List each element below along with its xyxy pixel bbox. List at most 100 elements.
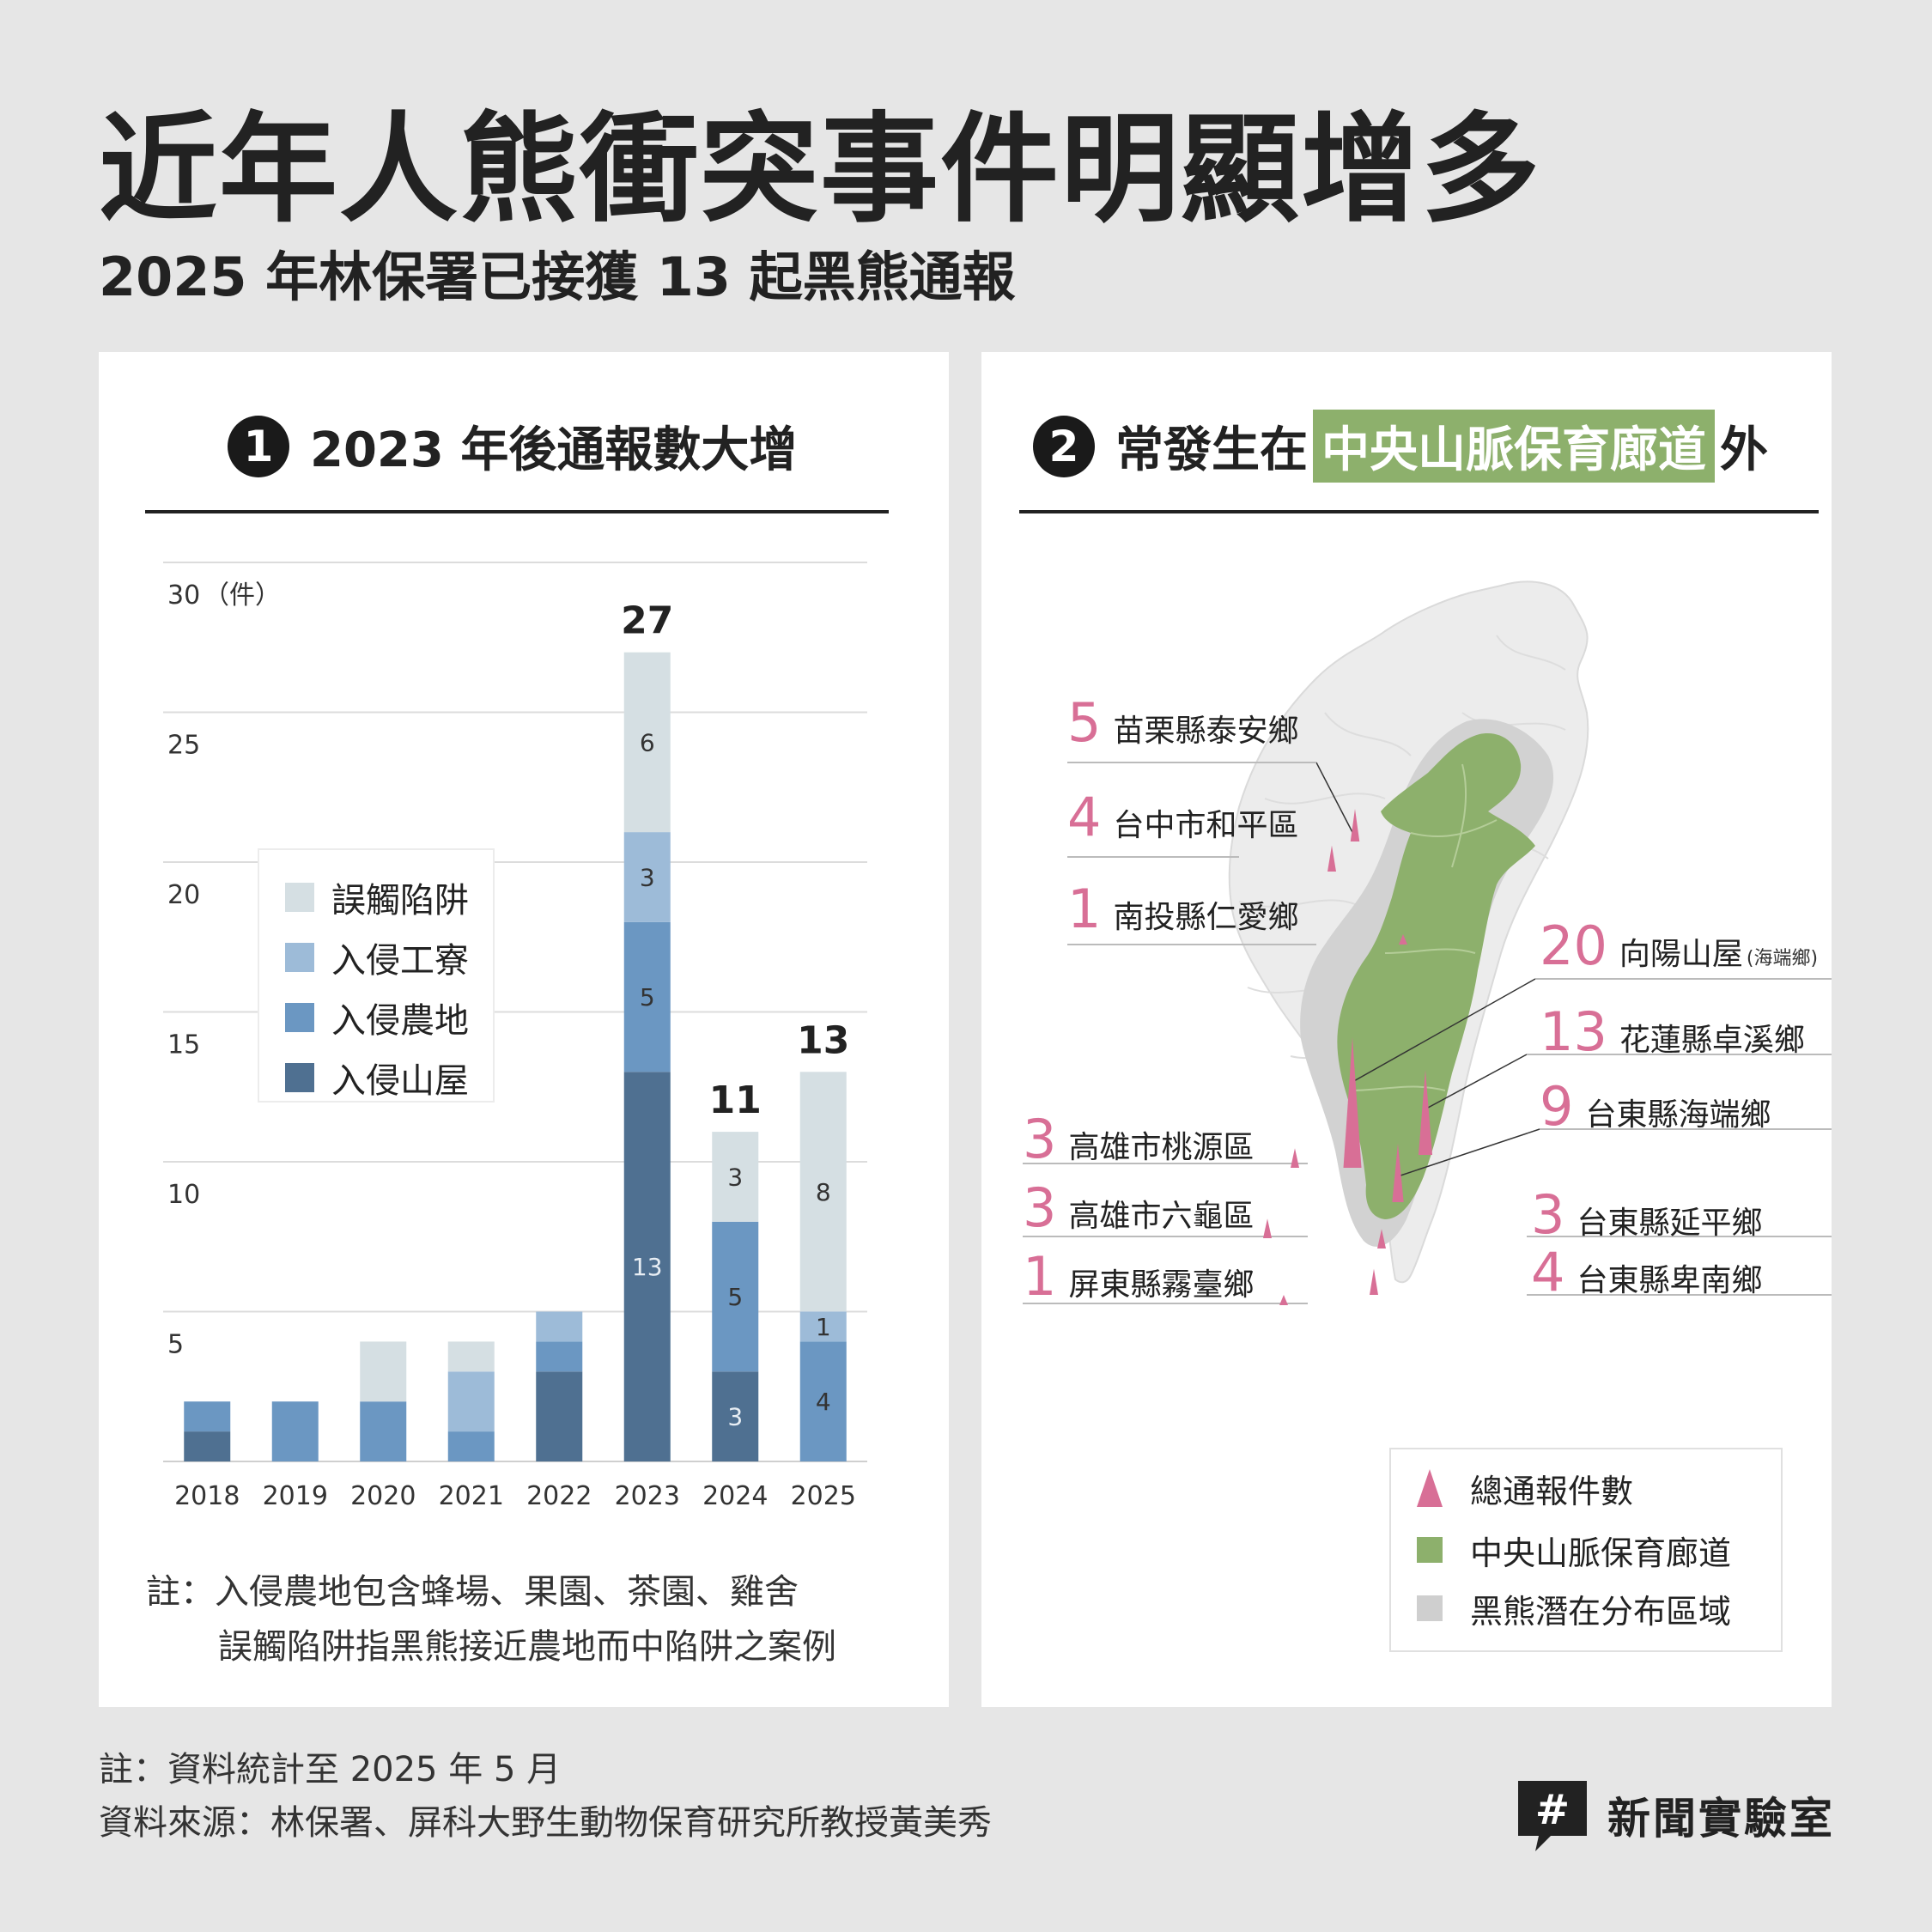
map-heading-prefix: 常發生在 — [1115, 422, 1308, 478]
map-legend-item-reports: 總通報件數 — [1417, 1467, 1633, 1510]
x-tick-label: 2018 — [174, 1481, 240, 1511]
site-name: 高雄市六龜區 — [1068, 1199, 1255, 1234]
map-legend-label: 中央山脈保育廊道 — [1470, 1534, 1732, 1572]
report-cone-marker — [1350, 809, 1360, 841]
report-cone-marker — [1418, 1070, 1433, 1155]
brand-name: 新聞實驗室 — [1607, 1794, 1835, 1844]
bar-segment — [184, 1401, 231, 1432]
bar-segment — [447, 1431, 495, 1461]
bar-segment — [623, 921, 671, 1072]
bar-value-label: 3 — [727, 1403, 743, 1431]
site-report-count: 4 — [1067, 786, 1102, 848]
chart-note-prefix: 註： — [146, 1572, 215, 1612]
brand-logo-text: # — [1535, 1786, 1570, 1834]
bar-value-label: 3 — [727, 1163, 743, 1191]
site-label: 3 高雄市六龜區 — [1023, 1176, 1254, 1239]
bar-segment — [536, 1341, 583, 1372]
site-label: 1 屏東縣霧臺鄉 — [1023, 1245, 1254, 1308]
bar-segment — [799, 1072, 847, 1312]
bar-segment — [184, 1431, 231, 1461]
leader-line — [1315, 762, 1356, 838]
heading-rule — [145, 510, 889, 513]
chart-panel-heading-text: 2023 年後通報數大增 — [310, 422, 798, 478]
brand-logo-icon: # — [1518, 1781, 1587, 1851]
site-label: 4 台東縣卑南鄉 — [1531, 1241, 1762, 1303]
map-legend-item-corridor: 中央山脈保育廊道 — [1417, 1528, 1732, 1572]
taiwan-map — [1023, 580, 1832, 1305]
site-name: 台中市和平區 — [1113, 808, 1299, 843]
bar-value-label: 5 — [640, 983, 655, 1012]
legend-swatch — [285, 1063, 314, 1092]
bar-segment — [623, 652, 671, 833]
x-tick-label: 2019 — [263, 1481, 328, 1511]
y-tick-label: 5 — [167, 1330, 184, 1360]
bar-segment — [360, 1341, 407, 1402]
bar-value-label: 3 — [640, 863, 655, 891]
chart-note-line: 誤觸陷阱指黑熊接近農地而中陷阱之案例 — [218, 1627, 836, 1667]
bar-segment — [271, 1401, 319, 1461]
legend-item-hut: 入侵工寮 — [285, 936, 469, 981]
bar-segment — [712, 1371, 759, 1461]
site-name: 南投縣仁愛鄉 — [1113, 900, 1299, 935]
site-name: 花蓮縣卓溪鄉 — [1619, 1023, 1805, 1058]
leader-line — [1352, 978, 1536, 1083]
y-tick-label: 10 — [167, 1180, 200, 1210]
bar-segment — [536, 1311, 583, 1342]
site-note: (海端鄉) — [1746, 948, 1819, 969]
section-number-badge: 1 — [228, 415, 289, 477]
bar-value-label: 1 — [816, 1313, 831, 1341]
x-tick-label: 2024 — [702, 1481, 768, 1511]
site-report-count: 5 — [1067, 691, 1102, 754]
chart-legend: 誤觸陷阱 入侵工寮 入侵農地 入侵山屋 — [258, 848, 495, 1103]
conservation-corridor — [1337, 733, 1535, 1219]
bar-total-label: 27 — [621, 599, 673, 643]
chart-note: 註：入侵農地包含蜂場、果園、茶園、雞舍 誤觸陷阱指黑熊接近農地而中陷阱之案例 — [146, 1564, 836, 1674]
x-tick-label: 2021 — [439, 1481, 504, 1511]
bar-segment — [712, 1132, 759, 1222]
report-cone-marker — [1279, 1295, 1288, 1305]
corridor-boundaries — [1350, 763, 1498, 1091]
triangle-icon — [1417, 1469, 1443, 1507]
leader-line — [1397, 1128, 1540, 1177]
legend-swatch — [285, 883, 314, 912]
site-name: 台東縣海端鄉 — [1585, 1097, 1771, 1133]
legend-item-cabin: 入侵山屋 — [285, 1056, 469, 1101]
legend-item-farmland: 入侵農地 — [285, 996, 469, 1041]
legend-label: 誤觸陷阱 — [331, 881, 469, 920]
report-cone-marker — [1343, 1037, 1362, 1168]
site-label: 20 向陽山屋 (海端鄉) — [1540, 914, 1818, 977]
report-cone-marker — [1263, 1218, 1272, 1238]
footer-source: 資料來源：林保署、屏科大野生動物保育研究所教授黃美秀 — [99, 1803, 992, 1843]
map-legend-item-range: 黑熊潛在分布區域 — [1417, 1587, 1732, 1631]
site-report-count: 9 — [1540, 1075, 1574, 1138]
site-report-count: 1 — [1067, 878, 1102, 940]
map-panel-heading: 2 常發生在 中央山脈保育廊道 外 — [1033, 405, 1768, 487]
site-report-count: 3 — [1023, 1176, 1057, 1239]
page-subtitle: 2025 年林保署已接獲 13 起黑熊通報 — [99, 246, 1016, 308]
map-heading-suffix: 外 — [1720, 422, 1768, 478]
site-label: 13 花蓮縣卓溪鄉 — [1540, 1000, 1805, 1063]
report-cone-marker — [1327, 845, 1336, 872]
map-legend: 總通報件數 中央山脈保育廊道 黑熊潛在分布區域 — [1389, 1448, 1783, 1652]
site-label: 9 台東縣海端鄉 — [1540, 1075, 1771, 1138]
chart-panel-heading: 1 2023 年後通報數大增 — [228, 405, 797, 487]
leader-line — [1427, 1054, 1528, 1109]
footer: 註：資料統計至 2025 年 5 月 資料來源：林保署、屏科大野生動物保育研究所… — [99, 1743, 992, 1850]
report-cone-marker — [1377, 1229, 1386, 1249]
report-cone-marker — [1291, 1148, 1299, 1168]
legend-swatch — [285, 943, 314, 972]
label-separators — [1023, 762, 1832, 1304]
site-name: 台東縣延平鄉 — [1577, 1206, 1763, 1241]
site-name: 屏東縣霧臺鄉 — [1068, 1267, 1255, 1303]
site-name: 向陽山屋 — [1619, 937, 1743, 972]
x-tick-label: 2023 — [615, 1481, 680, 1511]
footer-note: 註：資料統計至 2025 年 5 月 — [99, 1750, 562, 1789]
map-legend-label: 黑熊潛在分布區域 — [1470, 1592, 1732, 1631]
x-tick-label: 2020 — [350, 1481, 416, 1511]
chart-note-line: 入侵農地包含蜂場、果園、茶園、雞舍 — [215, 1572, 799, 1612]
site-report-count: 13 — [1540, 1000, 1607, 1063]
report-cone-marker — [1399, 934, 1407, 945]
x-tick-label: 2022 — [526, 1481, 592, 1511]
bar-segment — [799, 1341, 847, 1461]
